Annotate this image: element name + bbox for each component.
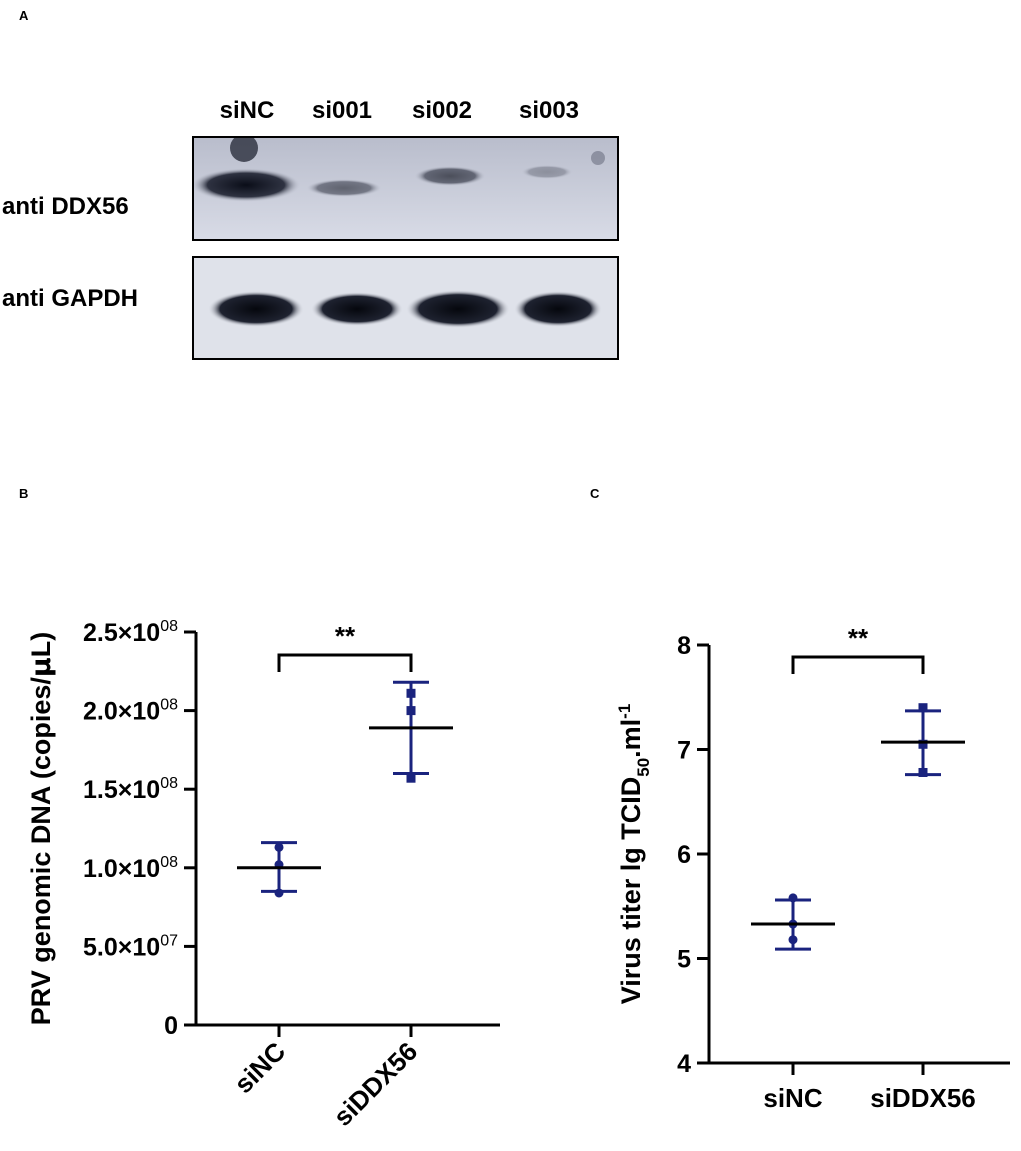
significance-label: ** — [335, 621, 356, 651]
y-tick-label-exponent: 08 — [160, 618, 178, 635]
data-point — [406, 773, 416, 783]
blot-membrane-gapdh — [192, 256, 619, 360]
band-ddx56-sinc — [194, 168, 301, 202]
band-ddx56-si003 — [521, 165, 573, 179]
y-tick-label: 6 — [677, 841, 691, 869]
lane-label-si002: si002 — [411, 97, 473, 124]
y-tick-label-mantissa: 1.5×10 — [83, 776, 160, 804]
data-point — [274, 888, 284, 898]
blot-bands-ddx56 — [194, 138, 617, 239]
y-tick-label: 5.0×1007 — [83, 932, 178, 961]
y-tick-label-mantissa: 5 — [677, 946, 691, 974]
data-point — [918, 739, 928, 749]
y-axis-label-text: PRV genomic DNA (copies/ — [26, 677, 56, 1026]
y-tick-label: 7 — [677, 737, 691, 765]
x-tick-label-siddx56: siDDX56 — [870, 1083, 976, 1113]
band-ddx56-si002 — [414, 166, 486, 186]
y-tick-label: 1.0×1008 — [83, 854, 178, 883]
y-axis-label-unit: L) — [26, 632, 56, 657]
series-sinc — [237, 841, 321, 898]
significance-bracket — [791, 655, 925, 674]
series-siddx56 — [881, 703, 965, 777]
panel-letter-a: A — [19, 8, 29, 23]
y-tick-label-mantissa: 1.0×10 — [83, 855, 160, 883]
significance-label: ** — [848, 623, 869, 653]
y-tick-label: 1.5×1008 — [83, 775, 178, 804]
band-gapdh-si001 — [311, 292, 403, 326]
data-point — [918, 703, 928, 713]
y-tick-label-mantissa: 6 — [677, 841, 691, 869]
blot-membrane-ddx56 — [192, 136, 619, 241]
data-point — [918, 767, 928, 777]
blot-bands-gapdh — [194, 258, 617, 358]
y-tick-label-mantissa: 8 — [677, 632, 691, 660]
lane-label-si003: si003 — [518, 97, 580, 124]
y-tick-label-exponent: 08 — [160, 854, 178, 871]
series-siddx56 — [369, 680, 453, 783]
lane-label-si001: si001 — [311, 97, 373, 124]
x-tick-label-siddx56: siDDX56 — [327, 1036, 423, 1132]
y-tick-label-mantissa: 7 — [677, 737, 691, 765]
y-tick-label-mantissa: 2.5×10 — [83, 619, 160, 647]
y-tick-label: 0 — [164, 1012, 178, 1040]
y-tick-label-exponent: 08 — [160, 775, 178, 792]
panel-letter-b: B — [19, 486, 29, 501]
y-tick-label: 5 — [677, 946, 691, 974]
y-tick-label: 8 — [677, 632, 691, 660]
y-tick-label-mantissa: 0 — [164, 1012, 178, 1040]
blot-smear — [230, 138, 258, 162]
panel-letter-c: C — [590, 486, 600, 501]
data-point — [788, 893, 798, 903]
data-point — [406, 688, 416, 698]
y-axis-label-superscript: -1 — [615, 704, 634, 719]
band-gapdh-si002 — [406, 290, 510, 328]
y-axis-label: Virus titer lg TCID50.ml-1 — [615, 704, 653, 1005]
y-tick-label: 2.5×1008 — [83, 618, 178, 647]
data-point — [274, 842, 284, 852]
y-tick-label-exponent: 08 — [160, 697, 178, 714]
y-tick-label: 2.0×1008 — [83, 697, 178, 726]
chart-b-prv-dna: 05.0×10071.0×10081.5×10082.0×10082.5×100… — [26, 618, 500, 1132]
y-tick-label-exponent: 07 — [160, 932, 178, 949]
blot-row-label-ddx56: anti DDX56 — [2, 193, 129, 220]
y-tick-label-mantissa: 4 — [677, 1050, 691, 1078]
band-gapdh-sinc — [208, 291, 304, 327]
y-axis-label-mu: μ — [26, 657, 57, 677]
band-ddx56-si001 — [306, 179, 382, 197]
x-tick-label-sinc: siNC — [763, 1083, 822, 1113]
data-point — [788, 935, 798, 945]
y-tick-label: 4 — [677, 1050, 691, 1078]
series-sinc — [751, 893, 835, 951]
y-tick-label-mantissa: 5.0×10 — [83, 933, 160, 961]
y-axis-label: PRV genomic DNA (copies/μL) — [26, 632, 57, 1025]
y-tick-label-mantissa: 2.0×10 — [83, 698, 160, 726]
blot-speck — [591, 151, 605, 165]
data-point — [406, 706, 416, 716]
significance-bracket — [277, 653, 413, 672]
band-gapdh-si003 — [514, 291, 602, 327]
y-axis-label-text: Virus titer lg TCID — [616, 777, 646, 1005]
y-axis-label-unit: .ml — [616, 719, 646, 758]
lane-label-sinc: siNC — [219, 97, 275, 124]
x-tick-label-sinc: siNC — [228, 1036, 291, 1099]
blot-row-label-gapdh: anti GAPDH — [2, 285, 139, 312]
y-axis-label-subscript: 50 — [634, 758, 653, 777]
chart-c-virus-titer: 4 5 6 7 8 siNC siDDX56 ** Virus titer lg TCID50.… — [615, 623, 1010, 1113]
